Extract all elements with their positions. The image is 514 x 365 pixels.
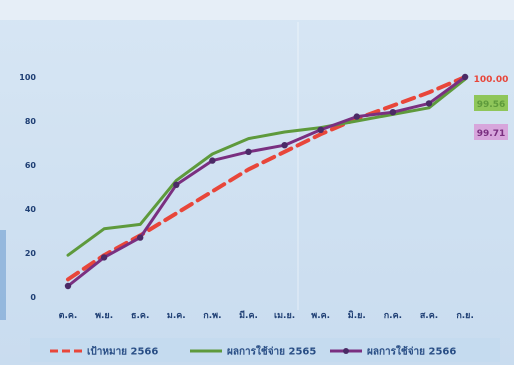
end-label: 99.71	[477, 129, 505, 139]
y-tick-label: 0	[30, 293, 36, 302]
end-label-box	[474, 124, 508, 140]
series-point	[425, 100, 433, 107]
y-tick-label: 80	[25, 117, 37, 126]
y-tick-label: 20	[25, 249, 37, 258]
y-tick-label: 40	[25, 205, 37, 214]
series-point	[245, 148, 252, 155]
series-point	[281, 142, 288, 149]
x-tick-label: ม.ค.	[167, 311, 186, 321]
series-point	[173, 181, 180, 188]
top-band	[0, 0, 514, 20]
series-point	[389, 109, 397, 116]
x-tick-label: มิ.ย.	[348, 310, 366, 321]
legend: เป้าหมาย 2566 ผลการใช้จ่าย 2565 ผลการใช้จ่…	[50, 345, 456, 358]
x-tick-label: เม.ย.	[274, 311, 295, 321]
series-point	[353, 113, 360, 120]
x-tick-label: ก.ย.	[456, 311, 474, 321]
series-point	[137, 234, 144, 241]
end-label: 100.00	[474, 75, 509, 85]
x-tick-label: พ.ย.	[95, 311, 113, 321]
x-tick-label: ก.พ.	[203, 311, 221, 321]
series-line	[66, 75, 468, 282]
y-axis-ticks: 0 20 40 60 80 100	[19, 73, 36, 302]
x-tick-label: พ.ค.	[311, 311, 330, 321]
x-axis-ticks: ต.ค. พ.ย. ธ.ค. ม.ค. ก.พ. มี.ค. เม.ย. พ.ค. มิ.ย. ก…	[59, 310, 474, 321]
left-edge-accent	[0, 230, 6, 320]
series-point	[317, 126, 324, 133]
legend-label: ผลการใช้จ่าย 2566	[367, 345, 456, 358]
end-labels: 100.00 99.56 99.71	[474, 75, 509, 140]
legend-marker	[343, 348, 349, 354]
series-line	[66, 75, 467, 288]
x-tick-label: ธ.ค.	[131, 311, 149, 321]
series-point	[209, 157, 216, 164]
y-tick-label: 60	[25, 161, 37, 170]
x-tick-label: ต.ค.	[59, 311, 78, 321]
end-label: 99.56	[477, 100, 505, 110]
legend-label: เป้าหมาย 2566	[87, 346, 158, 358]
x-tick-label: ก.ค.	[384, 311, 402, 321]
series-point	[100, 254, 108, 261]
series-group	[64, 73, 469, 290]
legend-label: ผลการใช้จ่าย 2565	[227, 345, 316, 358]
x-tick-label: มี.ค.	[239, 310, 258, 321]
x-tick-label: ส.ค.	[420, 311, 438, 321]
series-point	[64, 282, 72, 290]
legend-background	[30, 338, 500, 362]
series-line	[66, 77, 467, 257]
y-tick-label: 100	[19, 73, 36, 82]
end-label-box	[474, 95, 508, 111]
series-point	[461, 73, 469, 81]
